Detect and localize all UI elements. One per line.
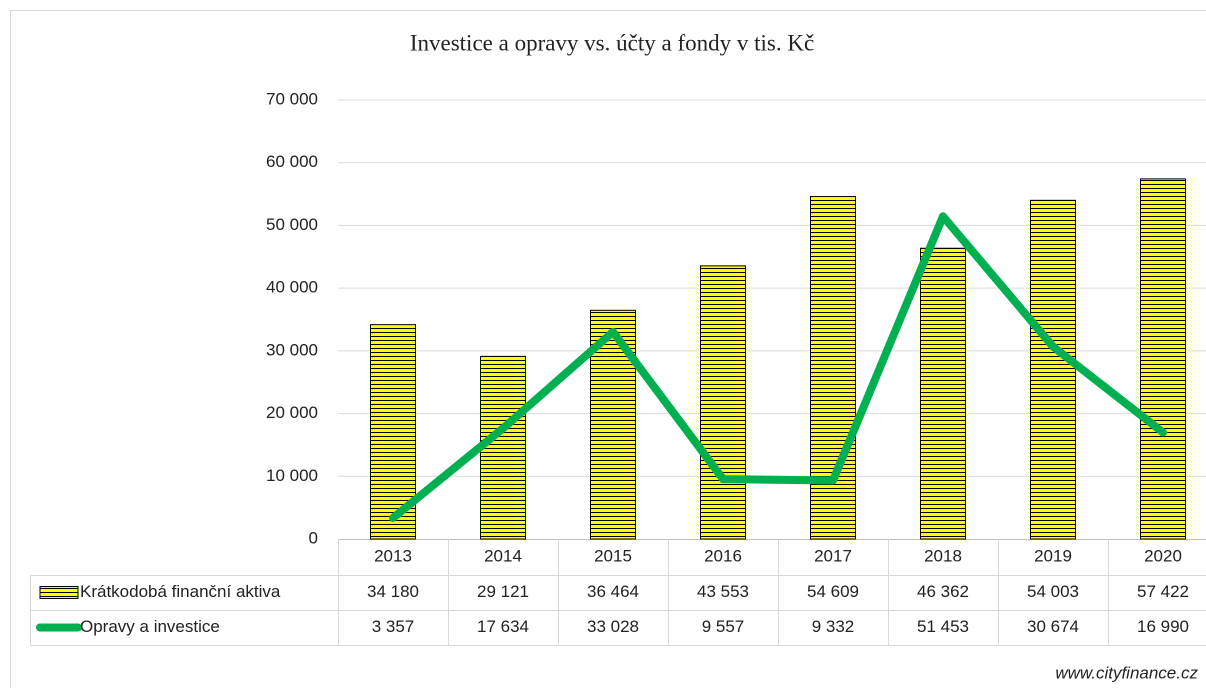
table-value: 57 422 (1137, 582, 1189, 601)
table-value: 54 609 (807, 582, 859, 601)
bar (810, 196, 856, 540)
y-tick-label: 0 (309, 528, 318, 547)
x-tick-label: 2020 (1144, 546, 1182, 565)
legend-key (39, 586, 79, 599)
y-tick-label: 30 000 (266, 340, 318, 359)
frame (10, 10, 1206, 688)
table-value: 3 357 (372, 617, 415, 636)
x-tick-label: 2019 (1034, 546, 1072, 565)
table-value: 43 553 (697, 582, 749, 601)
bar (1140, 178, 1186, 540)
x-tick-label: 2013 (374, 546, 412, 565)
x-tick-label: 2014 (484, 546, 522, 565)
table-value: 33 028 (587, 617, 639, 636)
x-tick-label: 2016 (704, 546, 742, 565)
table-value: 9 557 (702, 617, 745, 636)
table-value: 17 634 (477, 617, 529, 636)
y-tick-label: 20 000 (266, 403, 318, 422)
y-tick-label: 50 000 (266, 215, 318, 234)
x-tick-label: 2018 (924, 546, 962, 565)
bar (1030, 199, 1076, 540)
y-tick-label: 70 000 (266, 89, 318, 108)
bar (920, 247, 966, 540)
table-value: 29 121 (477, 582, 529, 601)
table-value: 30 674 (1027, 617, 1079, 636)
legend-label: Opravy a investice (80, 617, 220, 636)
y-tick-label: 10 000 (266, 466, 318, 485)
table-value: 9 332 (812, 617, 855, 636)
chart-title: Investice a opravy vs. účty a fondy v ti… (410, 30, 814, 55)
table-value: 54 003 (1027, 582, 1079, 601)
bar (480, 355, 526, 540)
table-value: 34 180 (367, 582, 419, 601)
bar (700, 265, 746, 540)
table-value: 51 453 (917, 617, 969, 636)
y-tick-label: 40 000 (266, 278, 318, 297)
source: www.cityfinance.cz (1055, 663, 1198, 682)
line (389, 212, 1167, 522)
x-tick-label: 2017 (814, 546, 852, 565)
x-tick-label: 2015 (594, 546, 632, 565)
legend-label: Krátkodobá finanční aktiva (80, 582, 281, 601)
table-value: 16 990 (1137, 617, 1189, 636)
table-value: 46 362 (917, 582, 969, 601)
y-tick-label: 60 000 (266, 152, 318, 171)
table-value: 36 464 (587, 582, 639, 601)
